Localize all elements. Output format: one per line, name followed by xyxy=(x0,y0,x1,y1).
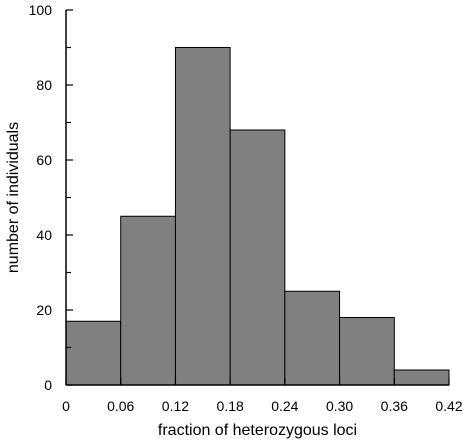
y-tick-label-3: 60 xyxy=(36,152,52,168)
y-tick-label-1: 20 xyxy=(36,302,52,318)
y-tick-label-2: 40 xyxy=(36,227,52,243)
histogram-bar-4 xyxy=(284,290,341,386)
x-tick-label-3: 0.18 xyxy=(217,398,244,414)
ticks-layer: 0 20 40 60 80 100 0 0.06 0.12 0.18 0.24 0.30 0.36 0.4… xyxy=(29,2,463,414)
histogram-bar-6 xyxy=(393,369,450,386)
bars-layer xyxy=(65,47,450,386)
histogram-bar-1 xyxy=(120,215,176,386)
y-axis-title: number of individuals xyxy=(5,122,22,273)
x-tick-label-1: 0.06 xyxy=(107,398,134,414)
histogram-bar-5 xyxy=(339,317,395,386)
histogram-bar-0 xyxy=(65,320,122,386)
y-tick-label-4: 80 xyxy=(36,77,52,93)
x-tick-label-4: 0.24 xyxy=(271,398,298,414)
x-tick-label-7: 0.42 xyxy=(435,398,462,414)
histogram-bar-2 xyxy=(174,47,231,386)
y-tick-label-5: 100 xyxy=(29,2,53,18)
x-tick-label-0: 0 xyxy=(62,398,70,414)
x-tick-label-5: 0.30 xyxy=(326,398,353,414)
x-tick-label-6: 0.36 xyxy=(381,398,408,414)
x-axis-title: fraction of heterozygous loci xyxy=(158,422,357,439)
y-tick-label-0: 0 xyxy=(44,377,52,393)
x-tick-label-2: 0.12 xyxy=(162,398,189,414)
histogram-bar-3 xyxy=(229,129,286,386)
